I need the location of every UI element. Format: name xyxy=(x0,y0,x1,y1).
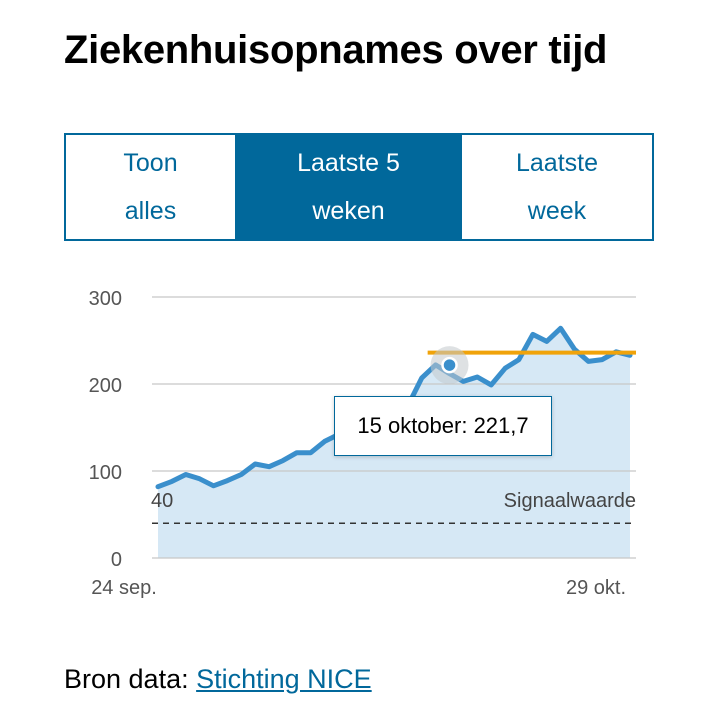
x-tick-label-end: 29 okt. xyxy=(566,577,626,599)
data-point-7[interactable] xyxy=(251,460,259,468)
data-point-3[interactable] xyxy=(196,475,204,483)
y-tick-label-300: 300 xyxy=(89,288,122,310)
data-point-26[interactable] xyxy=(515,356,523,364)
chart-tooltip: 15 oktober: 221,7 xyxy=(334,396,552,456)
data-point-32[interactable] xyxy=(598,356,606,364)
data-point-11[interactable] xyxy=(307,449,315,457)
y-tick-label-100: 100 xyxy=(89,462,122,484)
tab-last-5-weeks[interactable]: Laatste 5 weken xyxy=(237,135,460,239)
page-title: Ziekenhuisopnames over tijd xyxy=(64,28,608,72)
tooltip-text: 15 oktober: 221,7 xyxy=(357,413,529,438)
source-link[interactable]: Stichting NICE xyxy=(196,664,372,694)
signal-line-label: Signaalwaarde xyxy=(504,490,636,512)
y-tick-label-0: 0 xyxy=(111,549,122,571)
signal-value-label: 40 xyxy=(151,490,173,512)
data-point-25[interactable] xyxy=(501,364,509,372)
data-point-5[interactable] xyxy=(223,477,231,485)
x-tick-label-start: 24 sep. xyxy=(91,577,157,599)
data-point-29[interactable] xyxy=(557,324,565,332)
tab-show-all[interactable]: Toon alles xyxy=(66,135,237,239)
data-point-19[interactable] xyxy=(418,374,426,382)
data-point-10[interactable] xyxy=(293,449,301,457)
data-point-24[interactable] xyxy=(487,381,495,389)
highlight-point[interactable] xyxy=(441,356,458,374)
data-point-1[interactable] xyxy=(168,477,176,485)
data-source: Bron data: Stichting NICE xyxy=(64,664,372,695)
tab-last-5-weeks-line2: weken xyxy=(312,197,385,225)
tab-last-week-line1: Laatste xyxy=(515,149,598,177)
tab-last-5-weeks-line1: Laatste 5 xyxy=(297,149,400,177)
data-point-4[interactable] xyxy=(210,482,218,490)
tab-show-all-line2: alles xyxy=(124,197,177,225)
tab-show-all-line1: Toon xyxy=(123,149,178,177)
data-point-6[interactable] xyxy=(237,470,245,478)
data-point-23[interactable] xyxy=(473,373,481,381)
data-point-28[interactable] xyxy=(543,337,551,345)
tab-last-week[interactable]: Laatste week xyxy=(460,135,652,239)
y-tick-label-200: 200 xyxy=(89,375,122,397)
source-label: Bron data: xyxy=(64,664,189,694)
data-point-8[interactable] xyxy=(265,463,273,471)
data-point-12[interactable] xyxy=(321,437,329,445)
data-point-0[interactable] xyxy=(154,483,162,491)
tab-last-week-line2: week xyxy=(527,197,587,225)
time-range-tabs: Toon alles Laatste 5 weken Laatste week xyxy=(64,133,654,241)
data-point-2[interactable] xyxy=(182,470,190,478)
data-point-31[interactable] xyxy=(584,357,592,365)
data-point-27[interactable] xyxy=(529,330,537,338)
data-point-9[interactable] xyxy=(279,457,287,465)
